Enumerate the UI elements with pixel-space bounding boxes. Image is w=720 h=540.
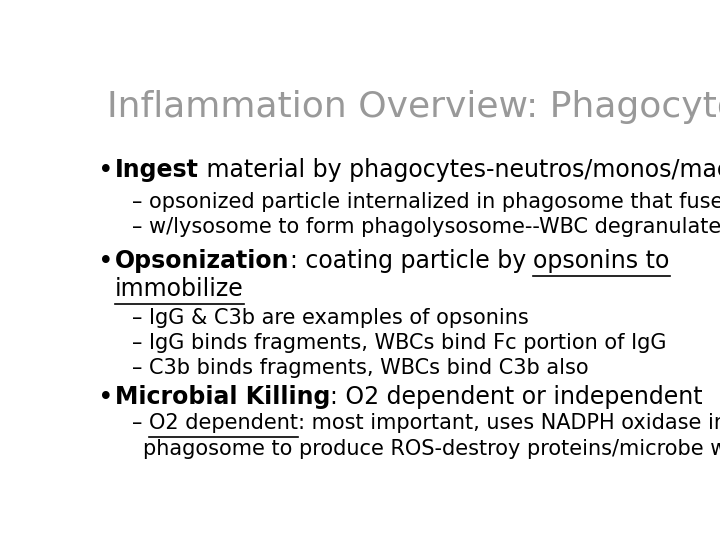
Text: : O2 dependent or independent: : O2 dependent or independent — [330, 385, 703, 409]
Text: – IgG & C3b are examples of opsonins: – IgG & C3b are examples of opsonins — [132, 308, 528, 328]
Text: –: – — [132, 413, 149, 433]
Text: – opsonized particle internalized in phagosome that fuses: – opsonized particle internalized in pha… — [132, 192, 720, 212]
Text: opsonins to: opsonins to — [534, 248, 670, 273]
Text: – C3b binds fragments, WBCs bind C3b also: – C3b binds fragments, WBCs bind C3b als… — [132, 358, 588, 378]
Text: – IgG binds fragments, WBCs bind Fc portion of IgG: – IgG binds fragments, WBCs bind Fc port… — [132, 333, 666, 353]
Text: material by phagocytes-neutros/monos/macros: material by phagocytes-neutros/monos/mac… — [199, 158, 720, 183]
Text: Inflammation Overview: Phagocytosis: Inflammation Overview: Phagocytosis — [107, 90, 720, 124]
Text: Microbial Killing: Microbial Killing — [115, 385, 330, 409]
Text: immobilize: immobilize — [115, 277, 244, 301]
Text: : most important, uses NADPH oxidase in: : most important, uses NADPH oxidase in — [298, 413, 720, 433]
Text: Ingest: Ingest — [115, 158, 199, 183]
Text: phagosome to produce ROS-destroy proteins/microbe wall: phagosome to produce ROS-destroy protein… — [143, 439, 720, 459]
Text: Opsonization: Opsonization — [115, 248, 289, 273]
Text: O2 dependent: O2 dependent — [149, 413, 298, 433]
Text: •: • — [99, 158, 114, 184]
Text: •: • — [99, 385, 114, 411]
Text: •: • — [99, 248, 114, 274]
Text: – w/lysosome to form phagolysosome--WBC degranulates: – w/lysosome to form phagolysosome--WBC … — [132, 217, 720, 237]
Text: : coating particle by: : coating particle by — [289, 248, 534, 273]
